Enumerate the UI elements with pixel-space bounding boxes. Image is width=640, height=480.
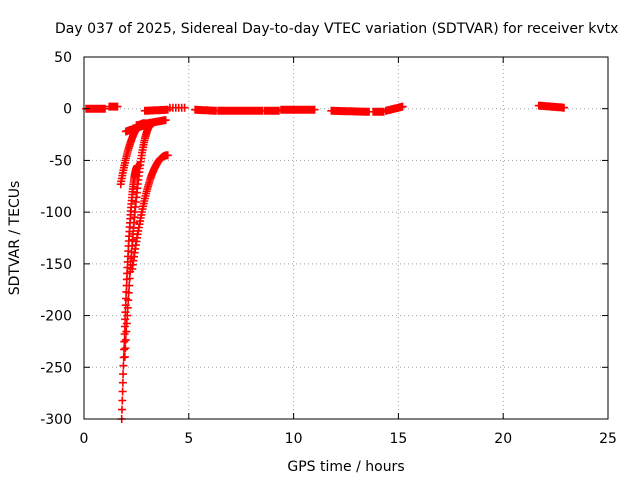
x-tick-label: 10 (285, 431, 303, 447)
y-tick-label: -50 (49, 153, 72, 169)
x-tick-label: 15 (389, 431, 407, 447)
y-tick-label: -250 (40, 360, 72, 376)
x-axis-label: GPS time / hours (287, 459, 404, 475)
x-tick-label: 20 (494, 431, 512, 447)
plot-frame (83, 56, 609, 420)
y-tick-label: -150 (40, 257, 72, 273)
x-tick-label: 5 (184, 431, 193, 447)
data-points (82, 101, 568, 423)
y-tick-label: -100 (40, 205, 72, 221)
y-axis-label: SDTVAR / TECUs (7, 181, 23, 296)
x-tick-label: 0 (80, 431, 89, 447)
grid (84, 57, 608, 419)
y-tick-label: -300 (40, 412, 72, 428)
y-tick-label: 50 (54, 50, 72, 66)
scatter-points (82, 101, 568, 423)
chart-title: Day 037 of 2025, Sidereal Day-to-day VTE… (55, 21, 618, 37)
axis-ticks: 0 5 10 15 20 25 -300 -250 -200 -150 -100 -50 0 50 (40, 50, 617, 447)
x-tick-label: 25 (599, 431, 617, 447)
y-tick-label: 0 (63, 102, 72, 118)
y-tick-label: -200 (40, 309, 72, 325)
